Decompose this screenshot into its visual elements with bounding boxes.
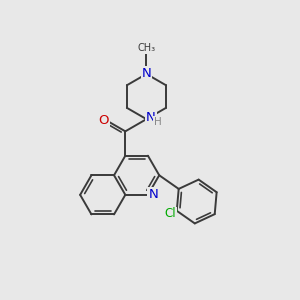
Text: O: O [99,114,109,127]
Text: N: N [142,67,151,80]
Text: N: N [146,111,156,124]
Text: CH₃: CH₃ [137,43,155,53]
Text: N: N [148,188,158,201]
Text: H: H [154,116,162,127]
Text: Cl: Cl [164,208,176,220]
